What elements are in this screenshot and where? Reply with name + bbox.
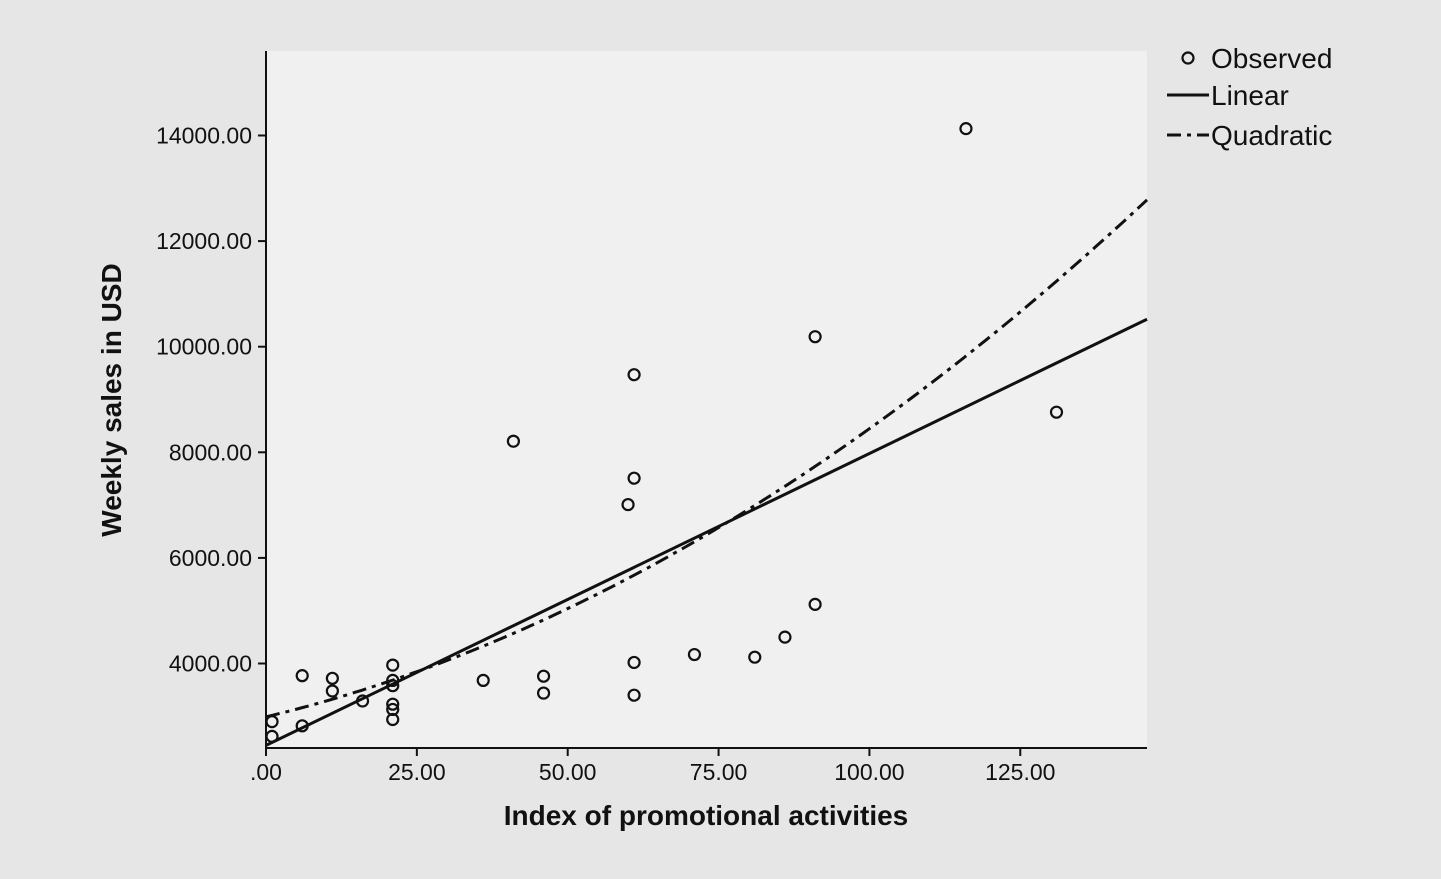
observed-point xyxy=(808,597,822,611)
observed-point xyxy=(386,697,400,711)
observed-point xyxy=(386,658,400,672)
legend-linear-label: Linear xyxy=(1211,80,1289,111)
legend-quadratic-label: Quadratic xyxy=(1211,120,1332,151)
observed-point xyxy=(476,673,490,688)
legend: Observed Linear Quadratic xyxy=(1167,43,1332,151)
observed-point xyxy=(325,671,339,685)
observed-point xyxy=(808,330,822,344)
quadratic-fit-curve xyxy=(265,198,1149,719)
x-tick-label: 25.00 xyxy=(388,759,446,785)
observed-point xyxy=(506,434,521,448)
y-tick-label: 12000.00 xyxy=(156,228,252,254)
observed-point xyxy=(386,673,400,688)
observed-point xyxy=(627,655,641,670)
observed-point xyxy=(778,630,792,644)
y-tick-label: 10000.00 xyxy=(156,334,252,360)
observed-point xyxy=(355,694,370,708)
x-axis-ticks: .00 25.00 50.00 75.00 100.00 125.00 xyxy=(250,748,1055,785)
legend-observed-label: Observed xyxy=(1211,43,1332,74)
x-tick-label: 50.00 xyxy=(539,759,597,785)
observed-point xyxy=(621,497,635,512)
plot-area xyxy=(266,51,1147,748)
x-tick-label: 100.00 xyxy=(834,759,904,785)
observed-point xyxy=(295,669,309,683)
observed-point xyxy=(627,368,641,382)
observed-point xyxy=(687,647,702,662)
y-tick-label: 14000.00 xyxy=(156,122,252,148)
x-axis-title: Index of promotional activities xyxy=(504,800,909,831)
y-axis-title: Weekly sales in USD xyxy=(96,263,127,536)
observed-point xyxy=(295,719,309,733)
observed-point xyxy=(325,684,339,698)
observed-point xyxy=(627,471,641,485)
y-axis-ticks: 4000.00 6000.00 8000.00 10000.00 12000.00 140… xyxy=(156,122,266,677)
observed-point xyxy=(748,650,762,664)
observed-point xyxy=(536,686,551,700)
x-tick-label: 75.00 xyxy=(690,759,748,785)
observed-point xyxy=(386,712,400,727)
y-tick-label: 4000.00 xyxy=(169,651,252,677)
observed-point xyxy=(627,688,641,702)
legend-observed-marker xyxy=(1181,51,1195,65)
observed-point xyxy=(1049,405,1064,419)
y-tick-label: 6000.00 xyxy=(169,545,252,571)
observed-point xyxy=(386,679,400,693)
observed-point xyxy=(959,122,973,136)
fit-lines xyxy=(265,198,1149,747)
x-tick-label: 125.00 xyxy=(985,759,1055,785)
x-tick-label: .00 xyxy=(250,759,282,785)
y-tick-label: 8000.00 xyxy=(169,439,252,465)
observed-point xyxy=(536,669,551,683)
